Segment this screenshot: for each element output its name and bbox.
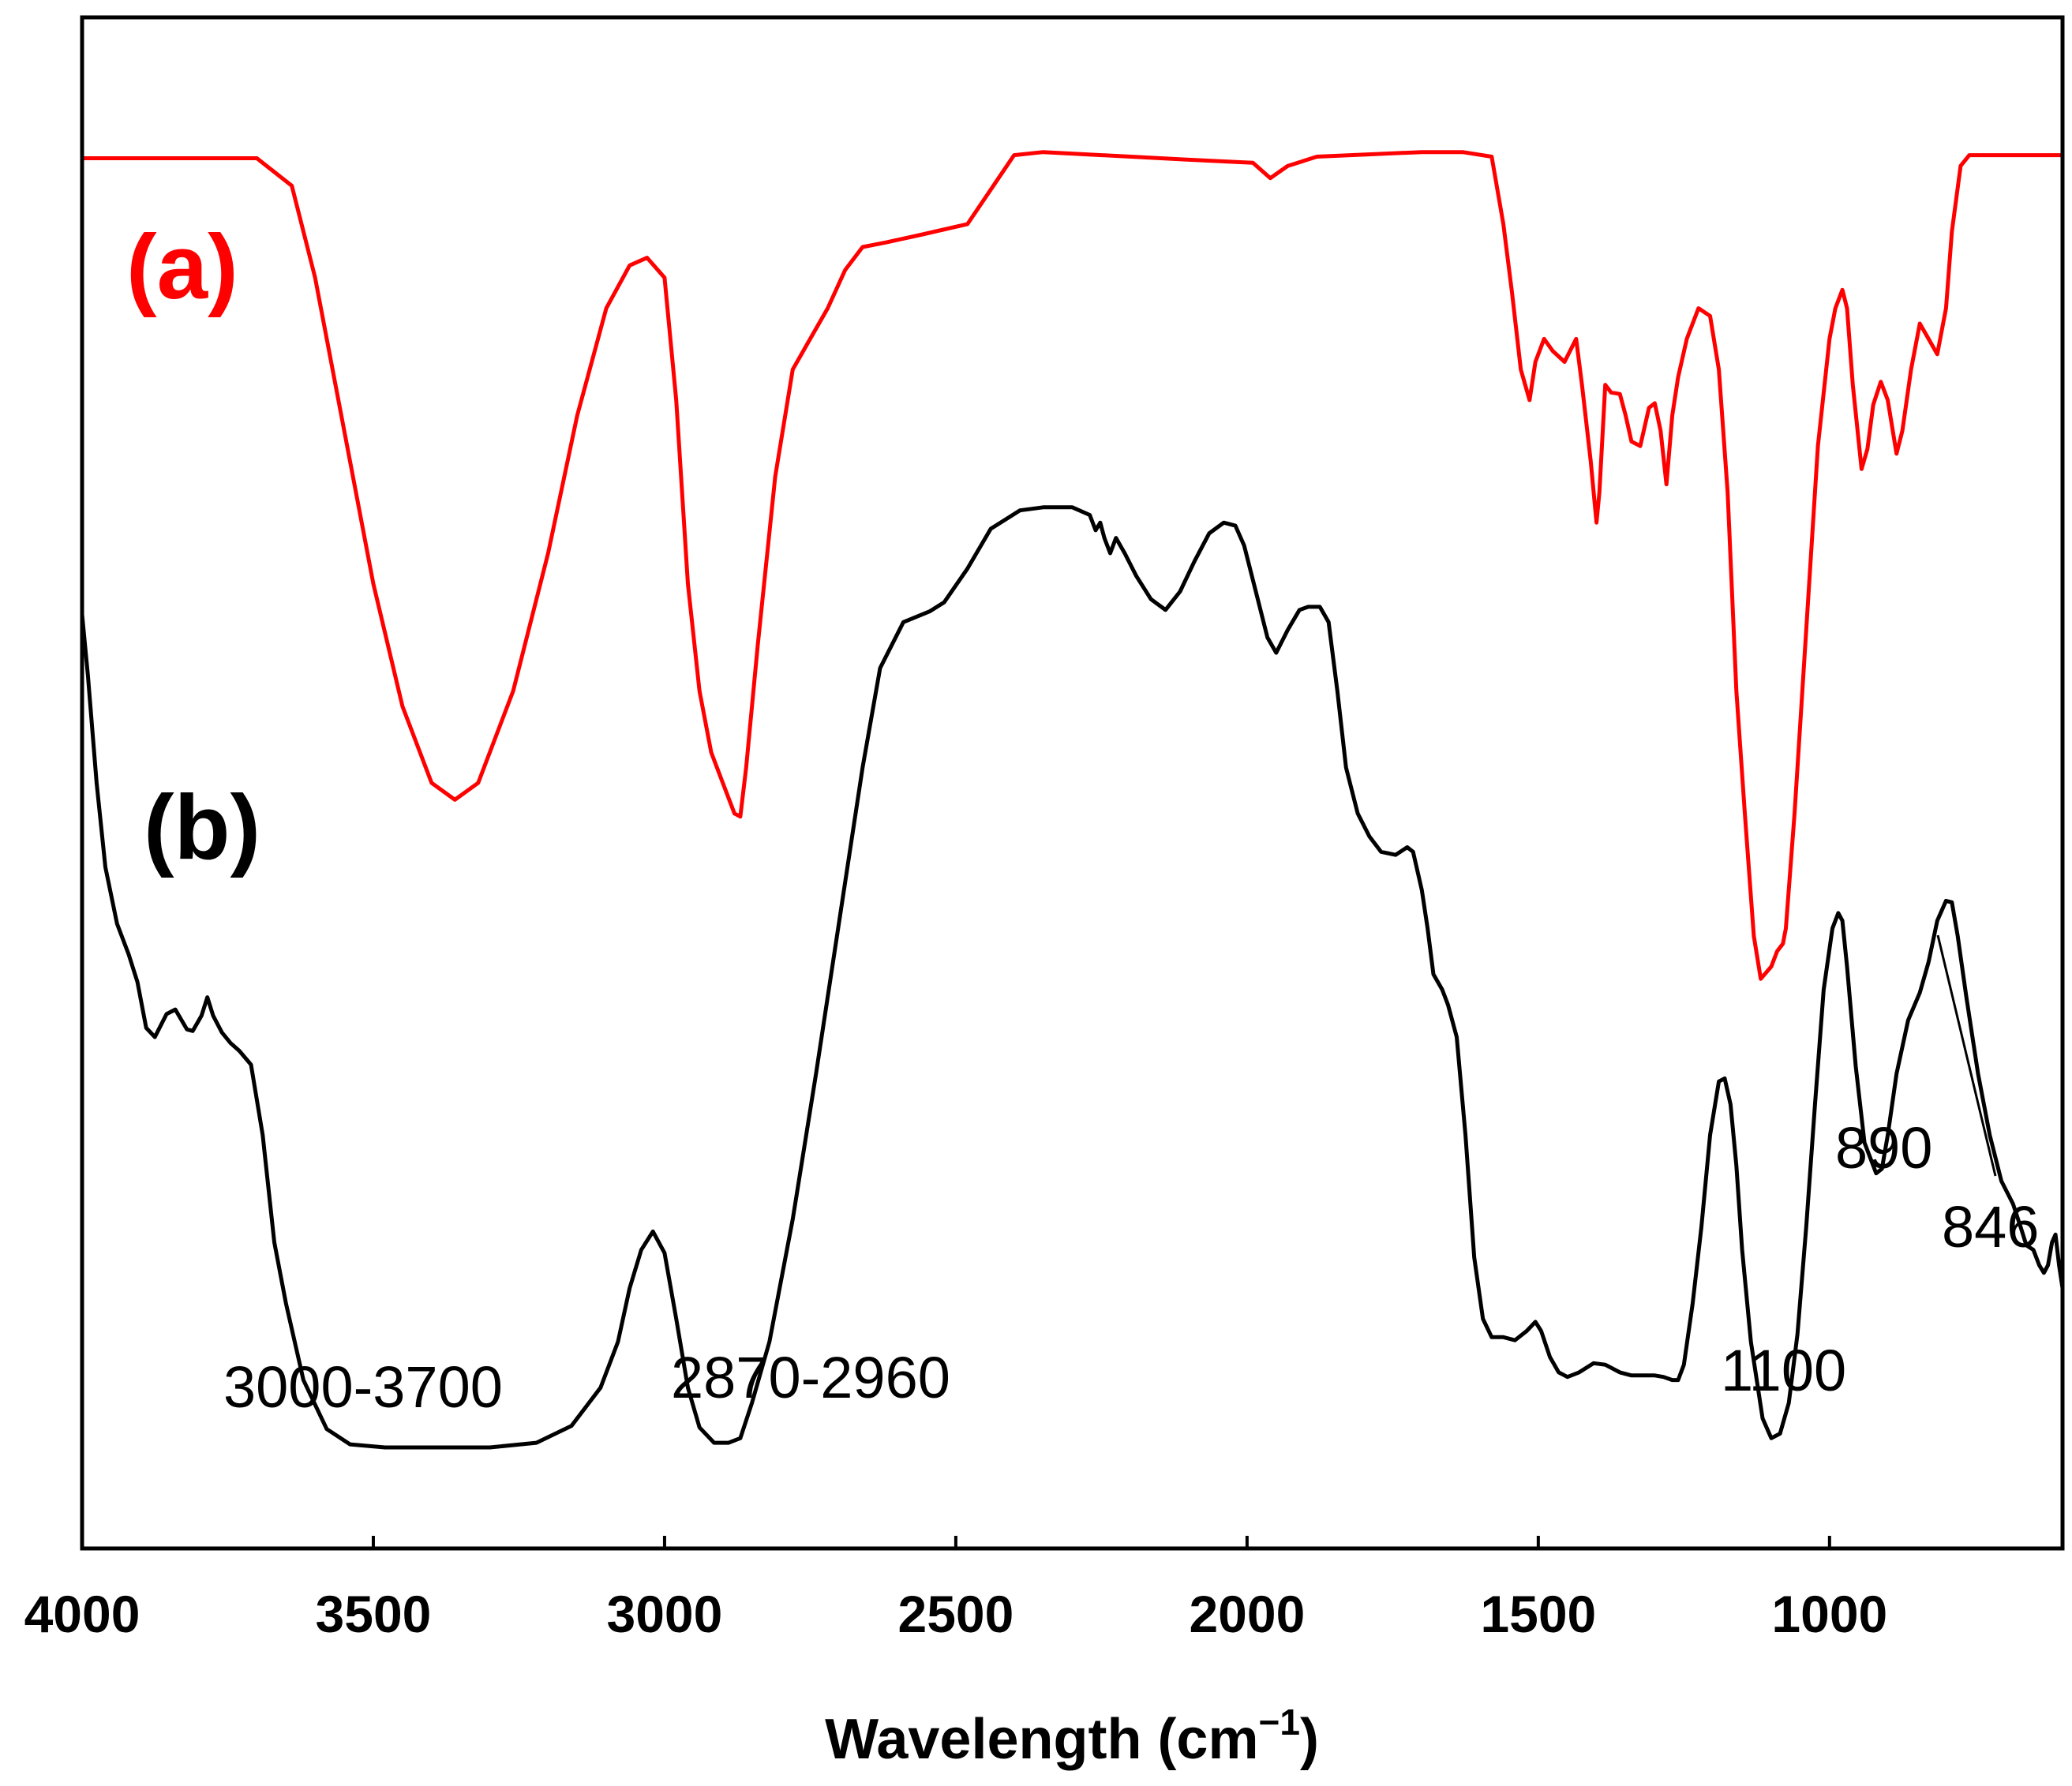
x-tick-label-4000: 4000: [24, 1585, 141, 1643]
x-tick-label-3000: 3000: [607, 1585, 723, 1643]
plot-lines: [80, 150, 2065, 1450]
x-axis-ticks: [81, 1536, 1831, 1548]
series-line-b: [80, 505, 2065, 1450]
x-tick-label-2500: 2500: [897, 1585, 1014, 1643]
annotation-2870-2960: 2870-2960: [671, 1345, 950, 1410]
annotation-1100: 1100: [1721, 1338, 1846, 1403]
x-axis-tick-labels: 4000 3500 3000 2500 2000 1500 1000: [24, 1585, 1888, 1643]
x-axis-title: Wavelength (cm−1): [825, 1702, 1319, 1771]
annotation-846-leader-line: [1936, 934, 1997, 1177]
annotation-890: 890: [1835, 1115, 1932, 1181]
series-label-a: (a): [126, 215, 238, 318]
annotation-846: 846: [1942, 1194, 2039, 1260]
series-line-a: [82, 150, 2063, 981]
x-tick-label-1500: 1500: [1480, 1585, 1596, 1643]
x-tick-label-1000: 1000: [1771, 1585, 1887, 1643]
x-axis-title-superscript: −1: [1258, 1702, 1299, 1743]
plot-frame: [80, 15, 2065, 1551]
x-tick-label-2000: 2000: [1189, 1585, 1305, 1643]
x-axis-title-text: Wavelength (cm: [825, 1708, 1258, 1771]
series-label-b: (b): [144, 776, 260, 878]
x-axis-title-close: ): [1300, 1708, 1319, 1771]
x-tick-label-3500: 3500: [316, 1585, 432, 1643]
annotation-3000-3700: 3000-3700: [223, 1354, 503, 1420]
